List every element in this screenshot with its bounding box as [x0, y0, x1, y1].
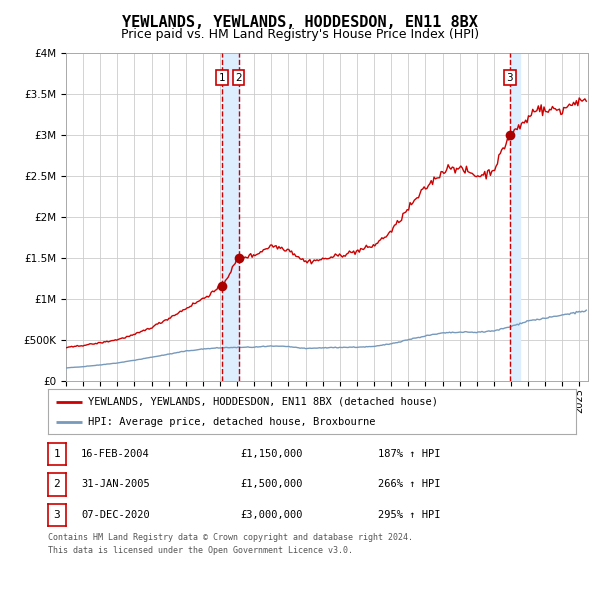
Text: This data is licensed under the Open Government Licence v3.0.: This data is licensed under the Open Gov… — [48, 546, 353, 555]
Text: £1,150,000: £1,150,000 — [240, 449, 302, 458]
Bar — [510, 53, 520, 381]
Text: 1: 1 — [53, 449, 61, 458]
Text: 295% ↑ HPI: 295% ↑ HPI — [378, 510, 440, 520]
Text: £1,500,000: £1,500,000 — [240, 480, 302, 489]
Text: 2: 2 — [53, 480, 61, 489]
Bar — [222, 53, 239, 381]
Text: 07-DEC-2020: 07-DEC-2020 — [81, 510, 150, 520]
Text: 2: 2 — [235, 73, 242, 83]
Text: 3: 3 — [506, 73, 513, 83]
Text: Price paid vs. HM Land Registry's House Price Index (HPI): Price paid vs. HM Land Registry's House … — [121, 28, 479, 41]
Text: £3,000,000: £3,000,000 — [240, 510, 302, 520]
Text: 16-FEB-2004: 16-FEB-2004 — [81, 449, 150, 458]
Text: YEWLANDS, YEWLANDS, HODDESDON, EN11 8BX (detached house): YEWLANDS, YEWLANDS, HODDESDON, EN11 8BX … — [88, 397, 437, 407]
Text: Contains HM Land Registry data © Crown copyright and database right 2024.: Contains HM Land Registry data © Crown c… — [48, 533, 413, 542]
Text: 3: 3 — [53, 510, 61, 520]
Text: 1: 1 — [219, 73, 226, 83]
Text: HPI: Average price, detached house, Broxbourne: HPI: Average price, detached house, Brox… — [88, 417, 375, 427]
Text: 266% ↑ HPI: 266% ↑ HPI — [378, 480, 440, 489]
Text: YEWLANDS, YEWLANDS, HODDESDON, EN11 8BX: YEWLANDS, YEWLANDS, HODDESDON, EN11 8BX — [122, 15, 478, 30]
Text: 31-JAN-2005: 31-JAN-2005 — [81, 480, 150, 489]
Text: 187% ↑ HPI: 187% ↑ HPI — [378, 449, 440, 458]
